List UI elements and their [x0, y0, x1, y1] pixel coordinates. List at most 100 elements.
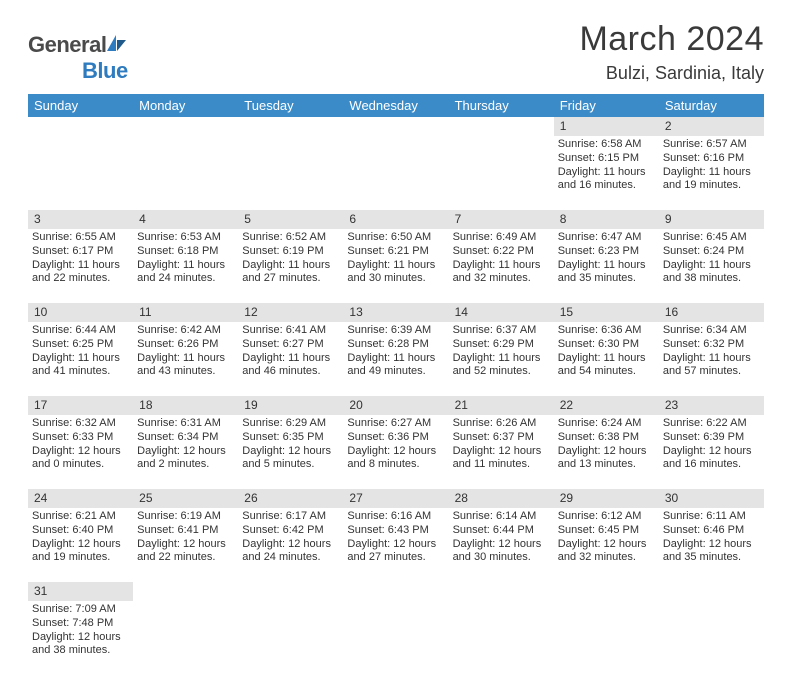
- day-number: 4: [133, 210, 238, 229]
- daylight-line: Daylight: 11 hours: [663, 166, 760, 180]
- weekday-header: Saturday: [659, 94, 764, 117]
- daylight-line: and 38 minutes.: [32, 644, 129, 658]
- day-cell: Sunrise: 6:58 AMSunset: 6:15 PMDaylight:…: [554, 136, 659, 210]
- daynum-row: 17181920212223: [28, 396, 764, 415]
- location-subtitle: Bulzi, Sardinia, Italy: [579, 63, 764, 84]
- sunrise-line: Sunrise: 6:50 AM: [347, 231, 444, 245]
- daylight-line: Daylight: 12 hours: [242, 445, 339, 459]
- daylight-line: Daylight: 11 hours: [453, 352, 550, 366]
- day-number: 18: [133, 396, 238, 415]
- day-number: 8: [554, 210, 659, 229]
- daylight-line: and 0 minutes.: [32, 458, 129, 472]
- daylight-line: and 2 minutes.: [137, 458, 234, 472]
- daylight-line: Daylight: 11 hours: [558, 259, 655, 273]
- sunset-line: Sunset: 6:21 PM: [347, 245, 444, 259]
- day-cell: Sunrise: 6:45 AMSunset: 6:24 PMDaylight:…: [659, 229, 764, 303]
- weekday-header-row: Sunday Monday Tuesday Wednesday Thursday…: [28, 94, 764, 117]
- sunrise-line: Sunrise: 6:58 AM: [558, 138, 655, 152]
- daylight-line: Daylight: 11 hours: [32, 259, 129, 273]
- daylight-line: and 30 minutes.: [347, 272, 444, 286]
- sunrise-line: Sunrise: 6:29 AM: [242, 417, 339, 431]
- daylight-line: Daylight: 11 hours: [663, 259, 760, 273]
- daylight-line: Daylight: 12 hours: [558, 445, 655, 459]
- sunrise-line: Sunrise: 6:55 AM: [32, 231, 129, 245]
- day-cell: Sunrise: 7:09 AMSunset: 7:48 PMDaylight:…: [28, 601, 133, 675]
- content-row: Sunrise: 6:44 AMSunset: 6:25 PMDaylight:…: [28, 322, 764, 396]
- daylight-line: Daylight: 12 hours: [137, 445, 234, 459]
- day-number: [238, 582, 343, 601]
- sunset-line: Sunset: 6:28 PM: [347, 338, 444, 352]
- weekday-header: Monday: [133, 94, 238, 117]
- sunset-line: Sunset: 6:37 PM: [453, 431, 550, 445]
- day-number: 2: [659, 117, 764, 136]
- title-block: March 2024 Bulzi, Sardinia, Italy: [579, 20, 764, 84]
- day-cell: Sunrise: 6:19 AMSunset: 6:41 PMDaylight:…: [133, 508, 238, 582]
- content-row: Sunrise: 6:32 AMSunset: 6:33 PMDaylight:…: [28, 415, 764, 489]
- sunrise-line: Sunrise: 6:34 AM: [663, 324, 760, 338]
- day-cell: Sunrise: 6:57 AMSunset: 6:16 PMDaylight:…: [659, 136, 764, 210]
- daylight-line: and 41 minutes.: [32, 365, 129, 379]
- day-number: 10: [28, 303, 133, 322]
- day-number: 24: [28, 489, 133, 508]
- day-cell: Sunrise: 6:39 AMSunset: 6:28 PMDaylight:…: [343, 322, 448, 396]
- sunset-line: Sunset: 6:26 PM: [137, 338, 234, 352]
- day-cell: [133, 136, 238, 210]
- sunset-line: Sunset: 6:33 PM: [32, 431, 129, 445]
- sunrise-line: Sunrise: 7:09 AM: [32, 603, 129, 617]
- day-cell: Sunrise: 6:50 AMSunset: 6:21 PMDaylight:…: [343, 229, 448, 303]
- sunset-line: Sunset: 6:16 PM: [663, 152, 760, 166]
- daylight-line: and 32 minutes.: [558, 551, 655, 565]
- sunrise-line: Sunrise: 6:42 AM: [137, 324, 234, 338]
- sunrise-line: Sunrise: 6:17 AM: [242, 510, 339, 524]
- daylight-line: Daylight: 11 hours: [347, 352, 444, 366]
- weekday-header: Tuesday: [238, 94, 343, 117]
- daylight-line: and 16 minutes.: [663, 458, 760, 472]
- daylight-line: and 54 minutes.: [558, 365, 655, 379]
- sunset-line: Sunset: 6:22 PM: [453, 245, 550, 259]
- daylight-line: Daylight: 11 hours: [347, 259, 444, 273]
- day-number: 5: [238, 210, 343, 229]
- day-cell: Sunrise: 6:29 AMSunset: 6:35 PMDaylight:…: [238, 415, 343, 489]
- sunset-line: Sunset: 6:18 PM: [137, 245, 234, 259]
- daylight-line: Daylight: 11 hours: [453, 259, 550, 273]
- day-number: [133, 117, 238, 136]
- day-cell: Sunrise: 6:31 AMSunset: 6:34 PMDaylight:…: [133, 415, 238, 489]
- sunset-line: Sunset: 6:25 PM: [32, 338, 129, 352]
- daylight-line: Daylight: 12 hours: [32, 631, 129, 645]
- sunset-line: Sunset: 6:36 PM: [347, 431, 444, 445]
- daylight-line: and 35 minutes.: [663, 551, 760, 565]
- day-number: [659, 582, 764, 601]
- daylight-line: and 57 minutes.: [663, 365, 760, 379]
- sunset-line: Sunset: 6:38 PM: [558, 431, 655, 445]
- day-number: [449, 117, 554, 136]
- day-cell: Sunrise: 6:34 AMSunset: 6:32 PMDaylight:…: [659, 322, 764, 396]
- day-cell: Sunrise: 6:21 AMSunset: 6:40 PMDaylight:…: [28, 508, 133, 582]
- daynum-row: 10111213141516: [28, 303, 764, 322]
- day-number: 12: [238, 303, 343, 322]
- daylight-line: Daylight: 12 hours: [242, 538, 339, 552]
- daylight-line: and 30 minutes.: [453, 551, 550, 565]
- day-cell: [133, 601, 238, 675]
- daylight-line: and 22 minutes.: [32, 272, 129, 286]
- weekday-header: Sunday: [28, 94, 133, 117]
- day-number: 6: [343, 210, 448, 229]
- sunrise-line: Sunrise: 6:14 AM: [453, 510, 550, 524]
- sail-icon: [106, 32, 128, 58]
- weekday-header: Thursday: [449, 94, 554, 117]
- sunset-line: Sunset: 6:32 PM: [663, 338, 760, 352]
- daylight-line: Daylight: 11 hours: [558, 352, 655, 366]
- day-number: [554, 582, 659, 601]
- day-number: 13: [343, 303, 448, 322]
- sunset-line: Sunset: 6:34 PM: [137, 431, 234, 445]
- daylight-line: and 43 minutes.: [137, 365, 234, 379]
- day-number: 16: [659, 303, 764, 322]
- sunset-line: Sunset: 6:24 PM: [663, 245, 760, 259]
- daylight-line: Daylight: 11 hours: [32, 352, 129, 366]
- sunrise-line: Sunrise: 6:39 AM: [347, 324, 444, 338]
- daylight-line: and 38 minutes.: [663, 272, 760, 286]
- sunset-line: Sunset: 6:39 PM: [663, 431, 760, 445]
- day-number: 14: [449, 303, 554, 322]
- sunrise-line: Sunrise: 6:45 AM: [663, 231, 760, 245]
- day-number: 28: [449, 489, 554, 508]
- daylight-line: and 11 minutes.: [453, 458, 550, 472]
